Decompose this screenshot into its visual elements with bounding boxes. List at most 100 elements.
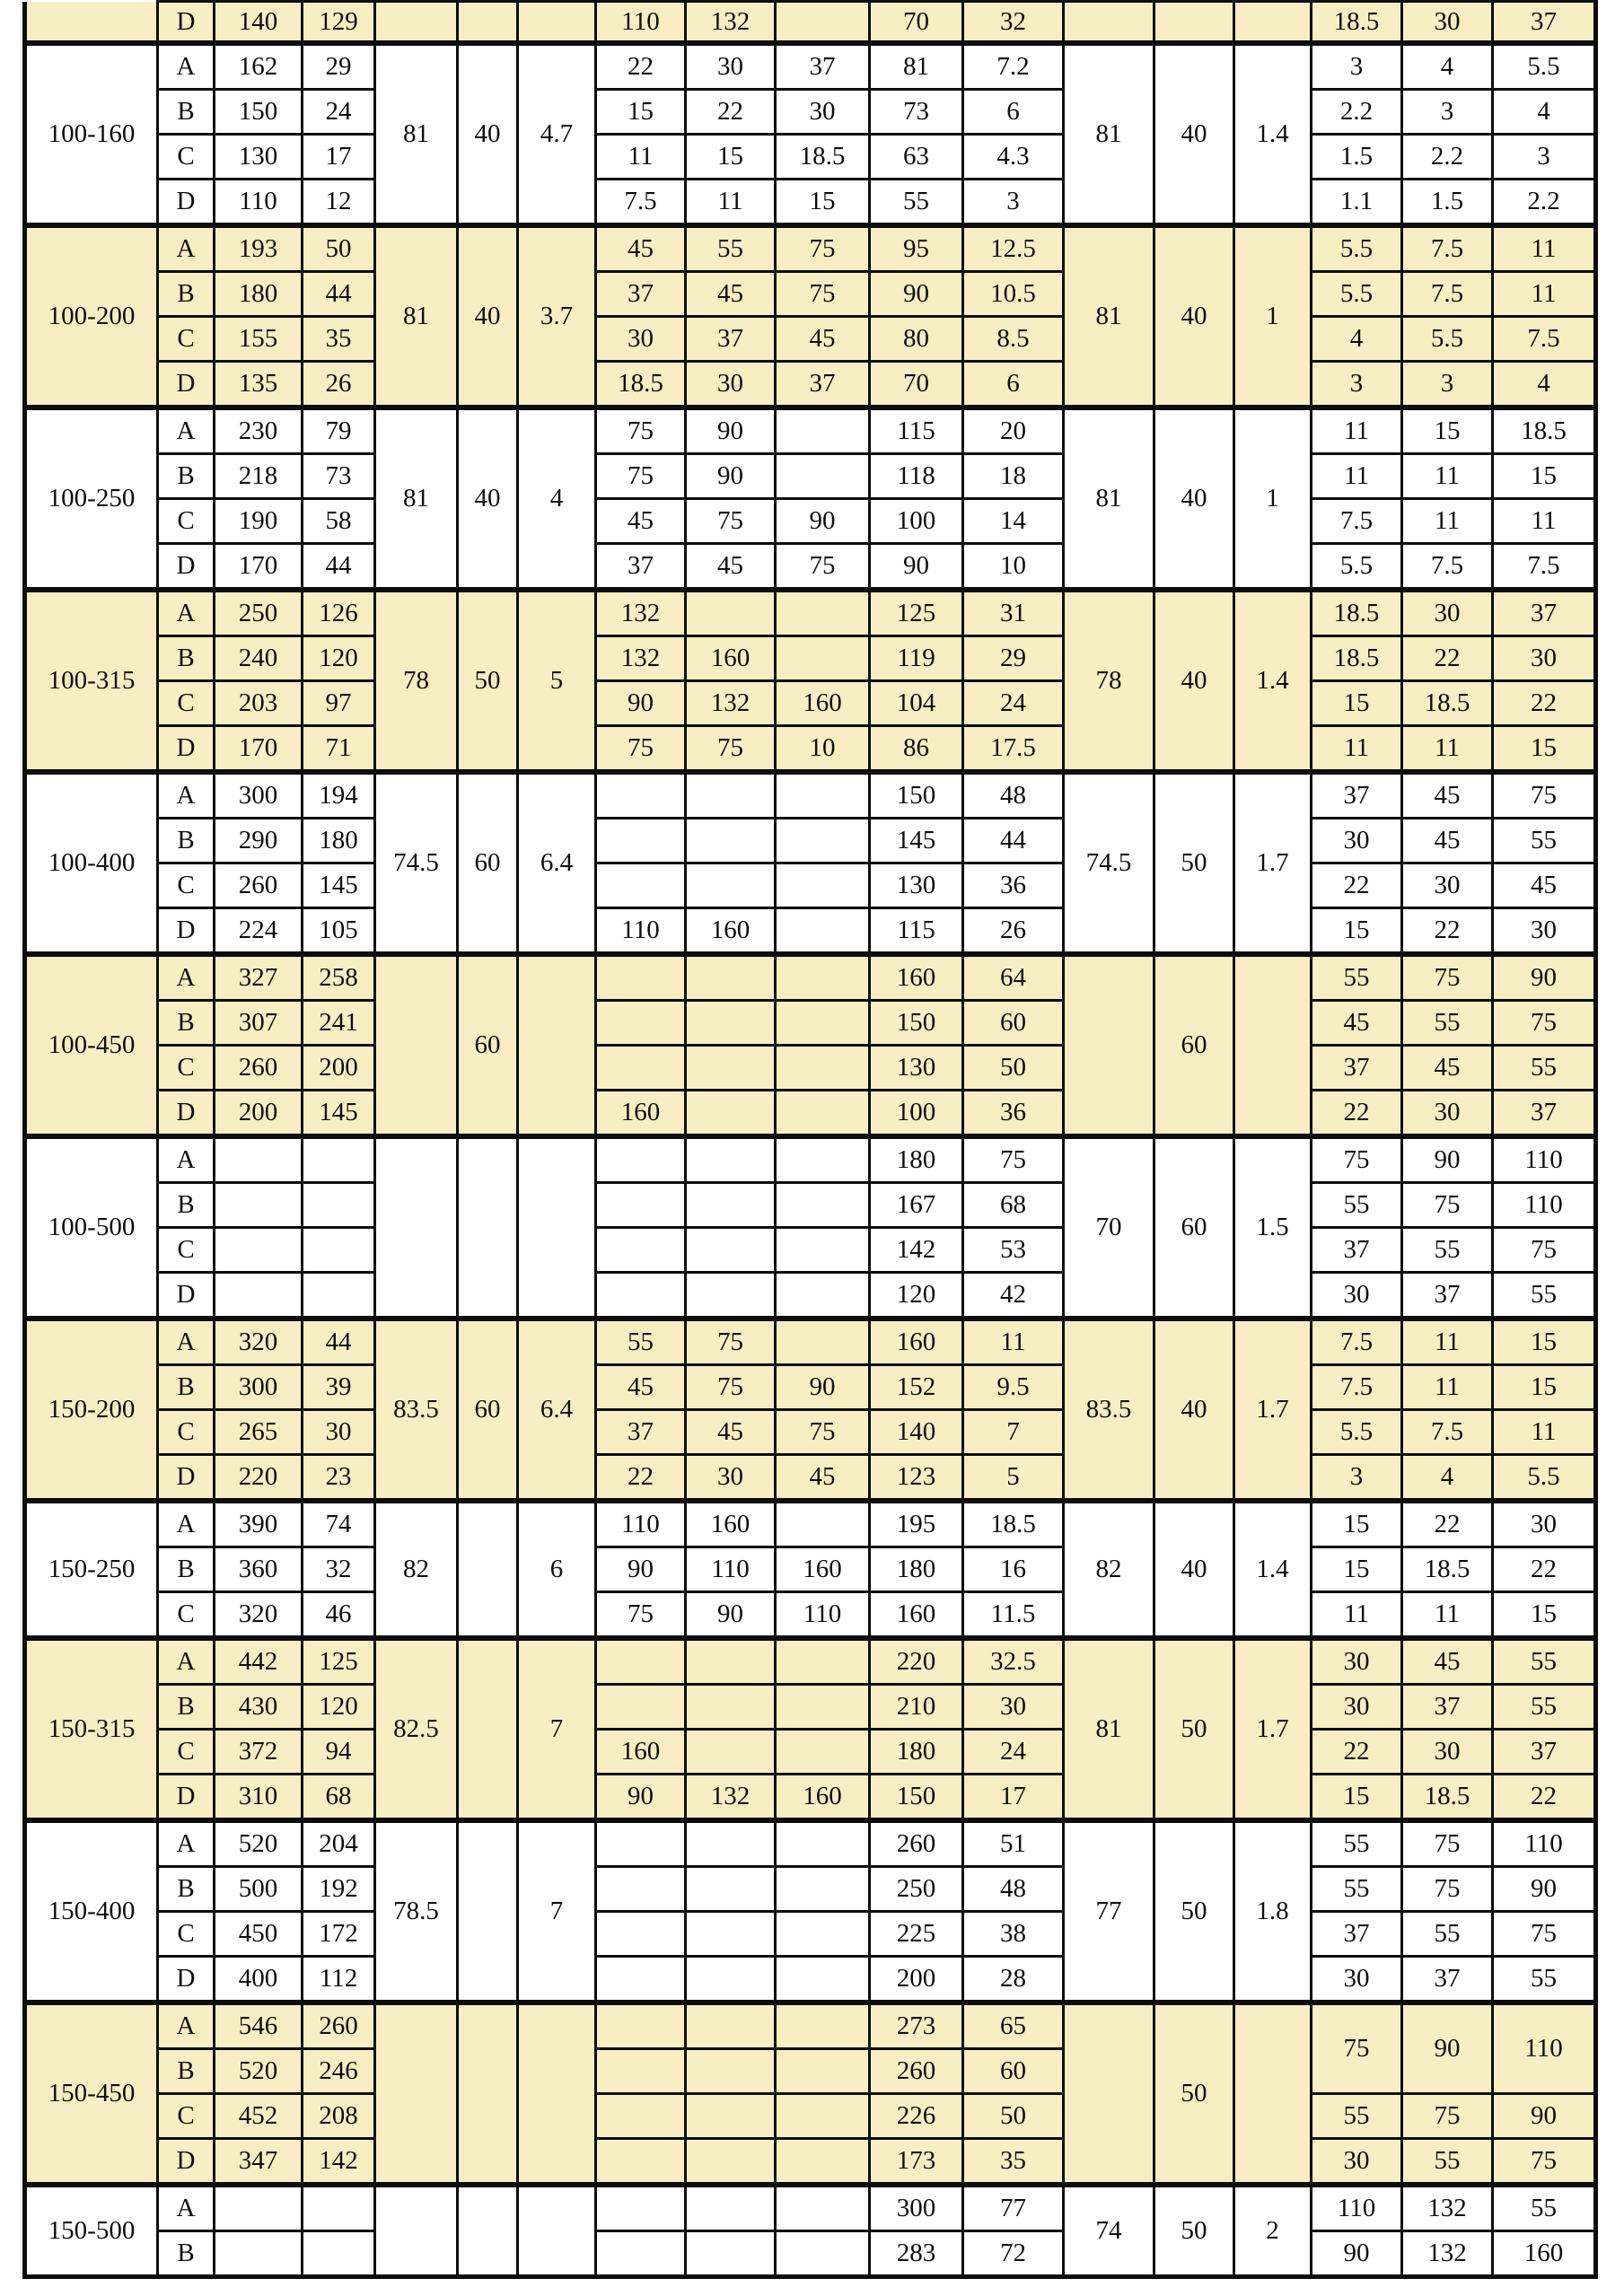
value-cell: 192 [301, 1865, 376, 1913]
table-row: 100-200 A 193 50 81 40 3.7 45 55 75 95 12.5 81 40 1 5.5… [23, 223, 1597, 409]
model-cell: 150-200 [23, 1316, 159, 1503]
empty-cell [774, 1226, 871, 1274]
variant-cell: C [156, 862, 215, 909]
value-cell: 18.5 [1400, 1546, 1494, 1593]
value-cell: 180 [301, 817, 376, 864]
value-cell: 90 [1400, 1134, 1494, 1184]
value-cell: 7 [961, 1408, 1065, 1456]
empty-cell [774, 999, 871, 1047]
merged-right-cell: 83.5 [1062, 1316, 1155, 1503]
variant-cell: D [156, 724, 215, 774]
empty-cell [594, 1635, 687, 1686]
value-cell: 180 [213, 270, 303, 318]
empty-cell [594, 2230, 687, 2278]
merged-left-cell: 60 [456, 1316, 519, 1503]
empty-cell [774, 0, 871, 45]
merged-left-cell: 83.5 [373, 1316, 459, 1503]
variant-cell: C [156, 133, 215, 180]
table-row: B 283 72 90 132 160 [25, 2230, 1597, 2278]
variant-cell: D [156, 360, 215, 409]
value-cell: 24 [961, 1728, 1065, 1775]
value-cell: 45 [1400, 1044, 1494, 1091]
value-cell: 160 [868, 951, 964, 1002]
value-cell: 500 [213, 1865, 303, 1913]
value-cell: 5.5 [1400, 315, 1494, 363]
table-row: C 203 97 90 132 160 104 24 15 18.5 22 [25, 679, 1597, 727]
merged-right-cell [1062, 2000, 1155, 2186]
value-cell: 30 [961, 1683, 1065, 1731]
value-cell: 37 [1310, 769, 1403, 819]
value-cell: 110 [213, 178, 303, 227]
merged-right-cell: 1.4 [1233, 587, 1312, 774]
variant-cell: D [156, 1955, 215, 2004]
value-cell: 68 [961, 1181, 1065, 1229]
empty-cell [774, 2000, 871, 2050]
empty-cell [594, 2047, 687, 2095]
model-cell: 100-200 [23, 223, 159, 409]
value-cell: 75 [774, 542, 871, 592]
variant-cell: B [156, 2047, 215, 2095]
value-cell: 44 [301, 542, 376, 592]
value-cell: 37 [1400, 1955, 1494, 2004]
value-cell: 320 [213, 1591, 303, 1640]
value-cell: 4.3 [961, 133, 1065, 180]
merged-left-cell [373, 2182, 459, 2278]
value-cell: 39 [301, 1363, 376, 1411]
merged-left-cell [516, 1134, 597, 1320]
merged-right-cell: 40 [1153, 1498, 1235, 1640]
merged-left-cell [456, 1498, 519, 1640]
empty-cell [684, 2092, 777, 2140]
merged-left-cell: 50 [456, 587, 519, 774]
value-cell: 130 [868, 1044, 964, 1091]
empty-cell [594, 2092, 687, 2140]
table-row: C 452 208 226 50 55 75 90 [25, 2092, 1597, 2140]
merged-right-cell: 40 [1153, 223, 1235, 409]
value-cell: 210 [868, 1683, 964, 1731]
value-cell: 2.2 [1491, 178, 1597, 227]
variant-cell: A [156, 2000, 215, 2050]
model-cell: 150-500 [23, 2182, 159, 2278]
value-cell: 90 [594, 679, 687, 727]
empty-cell [213, 2230, 303, 2278]
value-cell: 132 [684, 679, 777, 727]
empty-cell [774, 1316, 871, 1366]
value-cell: 30 [1400, 862, 1494, 909]
value-cell: 50 [961, 2092, 1065, 2140]
table-row: D 220 23 22 30 45 123 5 3 4 5.5 [25, 1453, 1597, 1503]
value-cell: 71 [301, 724, 376, 774]
merged-left-cell: 82.5 [373, 1635, 459, 1822]
merged-right-cell: 40 [1153, 1316, 1235, 1503]
empty-cell [774, 2182, 871, 2232]
merged-right-cell: 1.7 [1233, 769, 1312, 956]
value-cell: 18.5 [1310, 0, 1403, 45]
merged-right-cell: 1.7 [1233, 1316, 1312, 1503]
value-cell: 360 [213, 1546, 303, 1593]
value-cell: 30 [1310, 1683, 1403, 1731]
merged-right-cell: 1 [1233, 223, 1312, 409]
merged-left-cell: 81 [373, 40, 459, 227]
value-cell: 81 [868, 40, 964, 91]
value-cell: 45 [684, 542, 777, 592]
merged-right-cell: 2 [1233, 2182, 1312, 2278]
value-cell: 125 [301, 1635, 376, 1686]
value-cell: 75 [1491, 1910, 1597, 1958]
value-cell: 260 [868, 2047, 964, 2095]
value-cell: 32 [301, 1546, 376, 1593]
value-cell: 70 [868, 360, 964, 409]
value-cell: 110 [594, 1498, 687, 1548]
table-row: B 500 192 250 48 55 75 90 [25, 1865, 1597, 1913]
value-cell: 90 [774, 497, 871, 545]
value-cell: 37 [1491, 1089, 1597, 1138]
value-cell: 260 [213, 862, 303, 909]
value-cell: 110 [1491, 1181, 1597, 1229]
merged-right-cell [1233, 0, 1312, 45]
value-cell: 97 [301, 679, 376, 727]
variant-cell: A [156, 951, 215, 1002]
value-cell: 15 [1400, 405, 1494, 455]
value-cell: 48 [961, 769, 1065, 819]
empty-cell [213, 2182, 303, 2232]
value-cell: 30 [684, 40, 777, 91]
empty-cell [594, 2182, 687, 2232]
value-cell: 150 [213, 88, 303, 136]
